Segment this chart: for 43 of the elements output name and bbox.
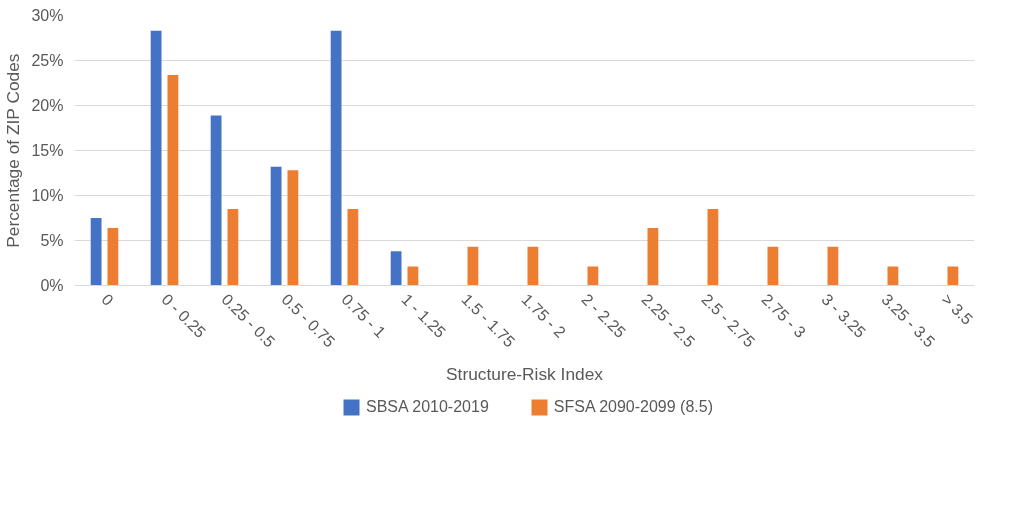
y-tick-label: 10% (31, 187, 64, 204)
bar (90, 218, 102, 286)
bar (527, 246, 539, 286)
x-tick-label: 3 - 3.25 (818, 290, 869, 341)
y-tick-label: 30% (31, 7, 64, 24)
x-tick-label: 1 - 1.25 (398, 290, 449, 341)
x-tick-label: 1.5 - 1.75 (458, 290, 519, 351)
y-tick-label: 5% (40, 232, 64, 249)
bar (150, 30, 162, 286)
bar (287, 170, 299, 286)
x-tick-label: 1.75 - 2 (518, 290, 569, 341)
bar (107, 227, 119, 286)
x-tick-label: 2.5 - 2.75 (698, 290, 759, 351)
x-tick-label: 2.75 - 3 (758, 290, 809, 341)
x-tick-label: 3.25 - 3.5 (878, 290, 939, 351)
y-tick-label: 15% (31, 142, 64, 159)
bar (167, 74, 179, 286)
bar (827, 246, 839, 286)
x-tick-label: 0.75 - 1 (338, 290, 389, 341)
y-tick-label: 20% (31, 97, 64, 114)
x-tick-label: 0.5 - 0.75 (278, 290, 339, 351)
x-tick-label: 2.25 - 2.5 (638, 290, 699, 351)
bar (210, 115, 222, 286)
x-tick-label: 0.25 - 0.5 (218, 290, 279, 351)
bar (330, 30, 342, 286)
bar (647, 227, 659, 286)
y-tick-label: 25% (31, 52, 64, 69)
x-tick-label: 0 (98, 290, 117, 309)
bar (767, 246, 779, 286)
x-tick-label: 0 - 0.25 (158, 290, 209, 341)
bar (270, 166, 282, 286)
bar (707, 209, 719, 286)
bar (227, 209, 239, 286)
legend-label: SBSA 2010-2019 (366, 398, 489, 416)
y-axis-title: Percentage of ZIP Codes (3, 53, 24, 248)
y-tick-label: 0% (40, 277, 64, 294)
bar (467, 246, 479, 286)
legend-label: SFSA 2090-2099 (8.5) (553, 398, 713, 416)
x-tick-label: > 3.5 (938, 290, 977, 329)
x-axis-title: Structure-Risk Index (446, 364, 604, 385)
x-tick-label: 2 - 2.25 (578, 290, 629, 341)
bar (390, 251, 402, 286)
bar (347, 209, 359, 286)
